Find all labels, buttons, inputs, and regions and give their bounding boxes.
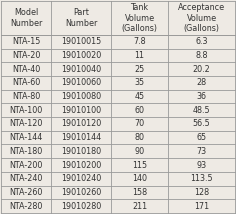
Text: 73: 73	[196, 147, 206, 156]
Text: 7.8: 7.8	[133, 37, 146, 46]
Text: 211: 211	[132, 202, 147, 211]
Text: 171: 171	[194, 202, 209, 211]
Text: 6.3: 6.3	[195, 37, 208, 46]
Text: Tank
Volume
(Gallons): Tank Volume (Gallons)	[122, 3, 158, 33]
Text: 8.8: 8.8	[195, 51, 208, 60]
Text: 93: 93	[196, 160, 206, 169]
Text: 19010080: 19010080	[61, 92, 101, 101]
Text: 19010144: 19010144	[61, 133, 101, 142]
Text: NTA-15: NTA-15	[12, 37, 41, 46]
Text: 36: 36	[197, 92, 206, 101]
Text: NTA-60: NTA-60	[12, 78, 40, 87]
Text: 56.5: 56.5	[193, 119, 211, 128]
Text: 35: 35	[135, 78, 145, 87]
Text: 19010280: 19010280	[61, 202, 101, 211]
Text: Model
Number: Model Number	[10, 9, 42, 28]
Text: 19010100: 19010100	[61, 106, 101, 115]
Text: 45: 45	[135, 92, 145, 101]
Text: NTA-240: NTA-240	[10, 174, 43, 183]
Text: 128: 128	[194, 188, 209, 197]
Text: 19010260: 19010260	[61, 188, 101, 197]
Text: 19010120: 19010120	[61, 119, 101, 128]
Text: 19010200: 19010200	[61, 160, 101, 169]
Text: 60: 60	[135, 106, 145, 115]
Text: 65: 65	[196, 133, 206, 142]
Text: NTA-280: NTA-280	[10, 202, 43, 211]
Text: 19010015: 19010015	[61, 37, 101, 46]
Text: NTA-100: NTA-100	[10, 106, 43, 115]
Text: NTA-144: NTA-144	[10, 133, 43, 142]
Text: NTA-80: NTA-80	[12, 92, 40, 101]
Text: 19010020: 19010020	[61, 51, 101, 60]
Text: 113.5: 113.5	[190, 174, 213, 183]
Text: NTA-260: NTA-260	[10, 188, 43, 197]
Text: Acceptance
Volume
(Gallons): Acceptance Volume (Gallons)	[178, 3, 225, 33]
Text: 115: 115	[132, 160, 147, 169]
Text: 19010060: 19010060	[61, 78, 101, 87]
Text: 25: 25	[135, 65, 145, 74]
Text: 19010180: 19010180	[61, 147, 101, 156]
Text: 28: 28	[196, 78, 206, 87]
Text: 11: 11	[135, 51, 145, 60]
Text: 19010040: 19010040	[61, 65, 101, 74]
Text: NTA-40: NTA-40	[12, 65, 40, 74]
Text: NTA-180: NTA-180	[10, 147, 43, 156]
Text: NTA-20: NTA-20	[12, 51, 41, 60]
Text: 90: 90	[135, 147, 145, 156]
Text: NTA-200: NTA-200	[10, 160, 43, 169]
Text: Part
Number: Part Number	[65, 9, 97, 28]
Text: NTA-120: NTA-120	[10, 119, 43, 128]
Text: 19010240: 19010240	[61, 174, 101, 183]
Text: 158: 158	[132, 188, 147, 197]
Text: 80: 80	[135, 133, 145, 142]
Text: 140: 140	[132, 174, 147, 183]
Text: 70: 70	[135, 119, 145, 128]
Text: 48.5: 48.5	[193, 106, 210, 115]
Text: 20.2: 20.2	[193, 65, 211, 74]
